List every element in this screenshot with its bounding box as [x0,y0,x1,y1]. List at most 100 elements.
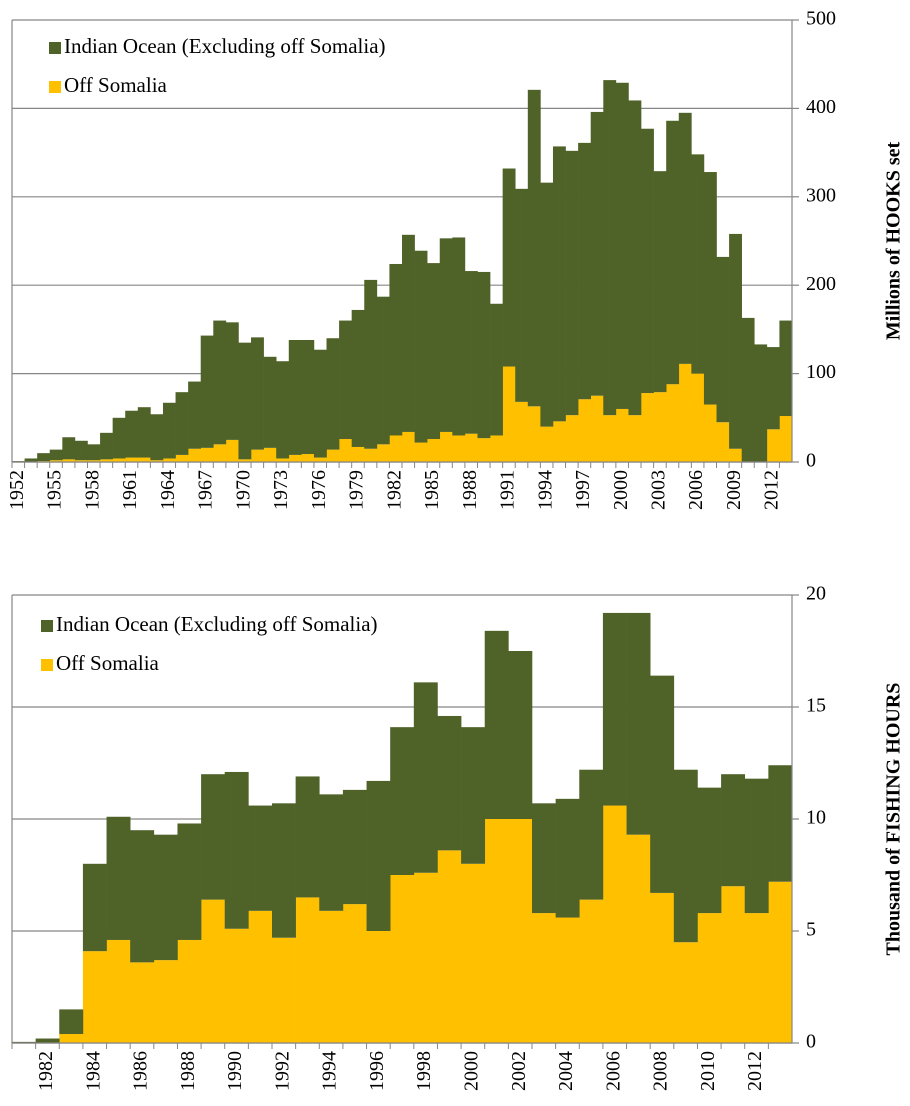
bar-segment [484,819,509,1043]
x-tick-label: 2010 [697,1051,719,1091]
bar-segment [276,361,290,459]
x-tick-label: 1982 [383,470,405,510]
bar-segment [49,460,63,462]
bar-segment [477,438,491,462]
bar-segment [301,454,315,462]
bar-segment [288,340,302,455]
bar-segment [603,415,617,462]
legend-label: Indian Ocean (Excluding off Somalia) [64,34,386,58]
x-tick-label: 1982 [35,1051,57,1091]
bar-segment [263,356,277,448]
bar-segment [697,787,722,914]
bar-segment [200,447,214,462]
x-tick-label: 1991 [497,470,519,510]
bar-segment [615,82,629,409]
bar-segment [74,440,88,461]
bar-segment [225,322,239,440]
bar-segment [100,459,113,462]
bar-segment [437,715,462,851]
bar-segment [301,340,315,455]
bar-segment [295,897,320,1043]
bar-segment [213,320,227,445]
legend-swatch [49,42,61,54]
x-tick-label: 1961 [119,470,141,510]
bar-segment [389,435,403,462]
x-tick-label: 1984 [82,1051,104,1091]
bar-segment [288,454,302,462]
bar-segment [439,238,453,432]
bar-segment [389,263,403,436]
bar-segment [59,1034,84,1043]
bar-segment [351,446,365,462]
bar-segment [527,89,541,407]
bar-segment [741,317,755,462]
bar-segment [200,335,214,448]
bar-segment [490,435,503,462]
bar-segment [295,776,320,898]
bar-segment [673,942,698,1043]
bar-segment [414,250,428,443]
x-tick-label: 1979 [346,470,368,510]
bar-segment [326,338,340,450]
bar-segment [508,819,533,1043]
bar-segment [437,850,462,1043]
x-tick-label: 2000 [610,470,632,510]
bar-segment [402,431,415,462]
bar-segment [175,454,189,462]
bar-segment [439,431,453,462]
x-tick-label: 1958 [81,470,103,510]
bar-segment [673,769,698,943]
bar-segment [729,448,742,462]
bar-segment [364,279,378,449]
bar-segment [106,816,131,940]
bar-segment [82,863,107,952]
y-tick-label: 20 [806,583,826,605]
bar-segment [555,798,580,918]
bar-segment [565,415,579,462]
bar-segment [532,803,556,914]
bar-segment [744,778,769,914]
x-tick-label: 1967 [195,470,217,510]
bar-segment [628,415,642,462]
bar-segment [552,146,566,422]
bar-segment [35,1038,60,1043]
bar-segment [691,373,705,462]
bar-segment [137,457,151,462]
bar-segment [461,727,486,864]
bar-segment [502,366,516,462]
x-tick-label: 1998 [413,1051,435,1091]
bar-segment [641,393,654,462]
bar-segment [653,392,667,462]
bar-segment [413,682,438,873]
y-axis-title: Thousand of FISHING HOURS [883,683,905,956]
bar-segment [527,406,541,462]
bar-segment [82,951,107,1043]
x-tick-label: 1985 [421,470,443,510]
y-tick-label: 15 [806,695,826,717]
bar-segment [754,344,768,462]
bar-segment [319,910,344,1043]
x-tick-label: 1988 [459,470,481,510]
bar-segment [74,460,88,462]
bar-segment [508,651,533,819]
legend-label: Indian Ocean (Excluding off Somalia) [56,612,378,636]
bar-segment [326,449,340,462]
bar-segment [691,154,705,374]
bar-segment [376,296,390,445]
legend-label: Off Somalia [64,73,168,97]
x-tick-label: 2008 [650,1051,672,1091]
x-tick-label: 2003 [647,470,669,510]
bar-segment [464,433,478,462]
bar-segment [339,439,352,462]
bar-segment [225,439,239,462]
bar-segment [540,182,554,427]
x-tick-label: 2006 [685,470,707,510]
bar-segment [366,931,391,1043]
y-tick-label: 500 [806,8,836,30]
bar-segment [427,263,441,440]
bar-segment [703,404,717,462]
bar-segment [37,453,51,462]
bar-segment [251,337,264,450]
bar-segment [59,1009,84,1035]
bar-segment [112,458,126,462]
